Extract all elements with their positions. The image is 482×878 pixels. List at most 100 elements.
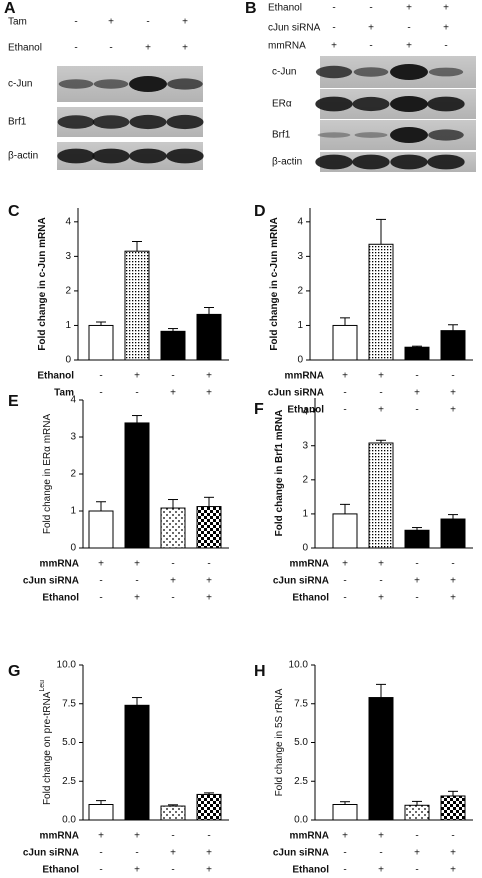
- condition-label: Ethanol: [268, 3, 302, 14]
- blot-band: [428, 67, 464, 77]
- error-bar: [376, 439, 386, 443]
- condition-sign: -: [369, 3, 372, 14]
- y-axis-label-text: Fold change in ERα mRNA: [42, 414, 53, 535]
- y-tick-label: 10.0: [57, 660, 77, 671]
- y-tick-label: 4: [65, 216, 71, 227]
- panel-letter: F: [254, 401, 264, 418]
- bar: [332, 804, 358, 821]
- y-tick-label: 2.5: [62, 776, 76, 787]
- condition-label: Ethanol: [37, 371, 74, 382]
- condition-sign: -: [343, 388, 346, 399]
- error-bar: [412, 800, 422, 806]
- blot-band: [167, 78, 203, 90]
- condition-sign: +: [450, 848, 456, 859]
- condition-sign: +: [378, 865, 384, 873]
- bar: [124, 422, 150, 549]
- condition-sign: +: [170, 576, 176, 587]
- blot-band: [166, 114, 204, 130]
- band-label: Brf1: [8, 117, 27, 128]
- panel-letter: D: [254, 203, 266, 220]
- condition-sign: -: [74, 43, 77, 54]
- y-tick-label: 4: [302, 406, 308, 417]
- condition-sign: -: [135, 576, 138, 587]
- blot-band: [93, 79, 129, 89]
- panel-letter: B: [245, 0, 257, 17]
- bar: [404, 804, 430, 821]
- condition-sign: -: [407, 23, 410, 34]
- error-bar: [96, 321, 106, 326]
- condition-sign: +: [342, 831, 348, 842]
- blot-band: [315, 96, 353, 112]
- error-bar: [132, 241, 142, 252]
- condition-sign: -: [444, 41, 447, 52]
- blot-band: [58, 79, 94, 89]
- condition-sign: -: [379, 848, 382, 859]
- blot-band: [390, 127, 428, 143]
- bar: [404, 346, 430, 361]
- panel-letter: C: [8, 203, 20, 220]
- bar: [368, 442, 394, 549]
- condition-sign: -: [332, 3, 335, 14]
- y-tick-label: 1: [65, 320, 71, 331]
- condition-sign: +: [450, 576, 456, 587]
- bar: [160, 507, 186, 549]
- error-bar: [340, 317, 350, 326]
- error-bar: [376, 218, 386, 245]
- panel-letter: E: [8, 393, 19, 410]
- bar: [440, 518, 466, 549]
- condition-sign: -: [171, 371, 174, 382]
- condition-sign: +: [414, 576, 420, 587]
- condition-sign: -: [451, 559, 454, 570]
- blot-band: [428, 129, 464, 141]
- y-tick-label: 7.5: [62, 698, 76, 709]
- band-label: c-Jun: [272, 67, 296, 78]
- y-axis-label-text: Fold change in c-Jun mRNA: [269, 217, 280, 350]
- bar: [124, 250, 150, 361]
- y-tick-label: 0: [65, 355, 71, 366]
- condition-label: mmRNA: [40, 559, 79, 570]
- condition-sign: -: [379, 388, 382, 399]
- y-tick-label: 0: [297, 355, 303, 366]
- bar: [368, 697, 394, 821]
- condition-sign: -: [99, 576, 102, 587]
- condition-sign: -: [74, 17, 77, 28]
- blot-band: [92, 115, 130, 129]
- condition-label: Ethanol: [8, 43, 42, 54]
- error-bar: [168, 804, 178, 807]
- condition-sign: +: [206, 371, 212, 382]
- condition-label: Tam: [8, 17, 27, 28]
- band-label: c-Jun: [8, 79, 32, 90]
- condition-sign: -: [171, 865, 174, 873]
- y-axis-label: Fold change in c-Jun mRNA: [37, 217, 48, 350]
- blot-band: [390, 64, 428, 80]
- blot-band: [352, 154, 390, 170]
- y-tick-label: 2: [70, 469, 76, 480]
- bar: [160, 330, 186, 361]
- error-bar: [204, 496, 214, 507]
- bar: [160, 805, 186, 821]
- condition-label: Ethanol: [292, 865, 329, 873]
- error-bar: [168, 499, 178, 509]
- condition-sign: +: [182, 17, 188, 28]
- bar: [368, 243, 394, 361]
- condition-sign: -: [379, 576, 382, 587]
- blot-band: [92, 148, 130, 164]
- bar: [196, 793, 222, 821]
- condition-label: Ethanol: [42, 593, 79, 604]
- condition-sign: +: [134, 593, 140, 604]
- error-bar: [340, 503, 350, 514]
- condition-sign: -: [415, 559, 418, 570]
- condition-sign: -: [207, 559, 210, 570]
- y-axis-label-text: Fold change in 5S rRNA: [274, 688, 285, 796]
- condition-sign: -: [99, 388, 102, 399]
- band-label: β-actin: [272, 157, 302, 168]
- condition-sign: +: [414, 848, 420, 859]
- condition-sign: -: [135, 388, 138, 399]
- y-tick-label: 2: [65, 286, 71, 297]
- condition-sign: +: [182, 43, 188, 54]
- blot-band: [390, 154, 428, 170]
- y-tick-label: 2: [302, 474, 308, 485]
- error-bar: [340, 801, 350, 805]
- condition-sign: -: [99, 371, 102, 382]
